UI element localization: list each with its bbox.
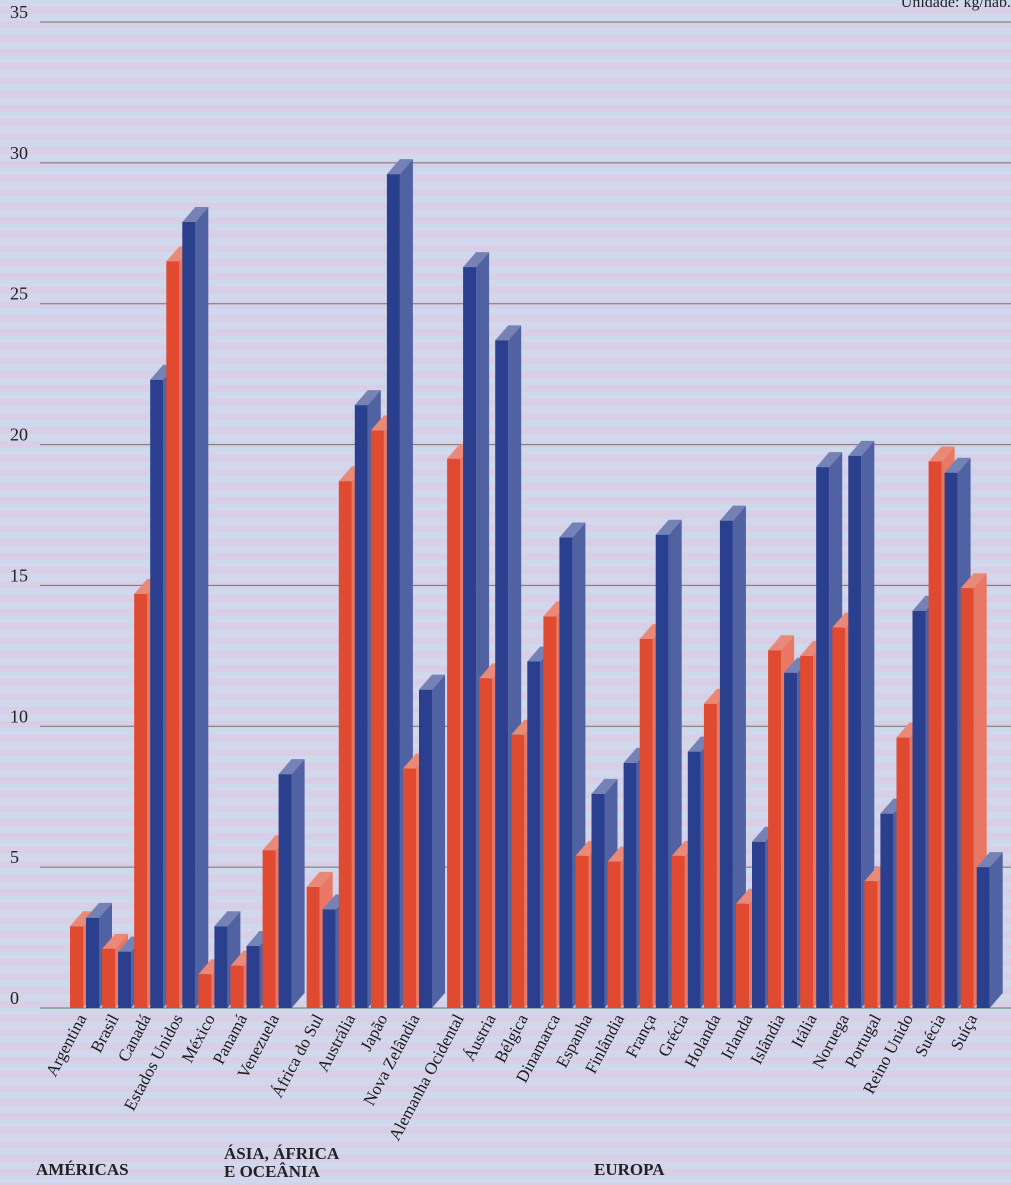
x-tick-label: Suécia [911,1011,949,1060]
x-tick-label: Suíça [947,1011,982,1054]
y-tick-label: 20 [10,425,28,445]
region-group-label-line: EUROPA [594,1160,665,1179]
y-axis-ticks: 0 5 10 15 20 25 30 35 [10,2,28,1008]
bar-blue [848,440,875,1009]
region-group-label-line: AMÉRICAS [36,1160,129,1179]
y-tick-label: 25 [10,284,28,304]
x-tick-label: Argentina [42,1011,91,1080]
x-tick-label: Itália [788,1011,821,1051]
y-tick-label: 30 [10,143,28,163]
region-group-label-line: E OCEÂNIA [224,1162,320,1181]
y-tick-label: 15 [10,565,28,585]
bar-blue [182,207,209,1008]
bar-blue [278,759,305,1008]
bar-blue [976,852,1003,1008]
region-group-label: AMÉRICAS [36,1161,129,1179]
region-group-label-line: ÁSIA, ÁFRICA [224,1144,340,1163]
y-tick-label: 10 [10,706,28,726]
y-tick-label: 35 [10,2,28,22]
bar-blue [419,674,445,1008]
region-group-label: ÁSIA, ÁFRICA E OCEÂNIA [224,1145,339,1181]
y-tick-label: 5 [10,847,19,867]
bar-blue [719,505,746,1008]
y-tick-label: 0 [10,988,19,1008]
x-tick-label: França [622,1011,661,1061]
region-group-label: EUROPA [594,1161,665,1179]
bars [70,159,1003,1009]
unit-label: Unidade: kg/hab. [900,0,1011,11]
